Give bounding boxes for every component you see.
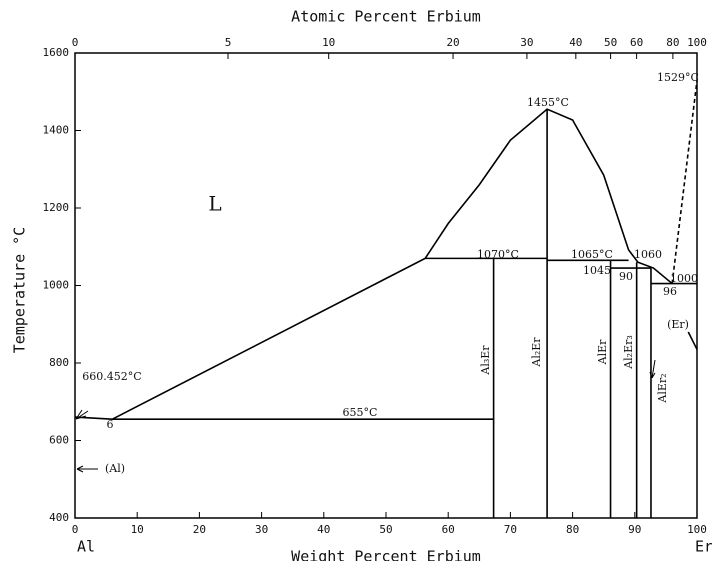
y-tick-label: 1400	[43, 124, 70, 137]
annotation: 655°C	[343, 406, 378, 419]
y-axis-title: Temperature °C	[11, 227, 29, 353]
annotation: 1065°C	[571, 248, 613, 261]
x-tick-label: 10	[131, 523, 144, 536]
x2-tick-label: 10	[322, 36, 335, 49]
x-tick-label: 30	[255, 523, 268, 536]
y-tick-label: 1600	[43, 46, 70, 59]
annotation: 6	[107, 418, 114, 431]
annotation: 1000	[670, 272, 698, 285]
x-tick-label: 70	[504, 523, 517, 536]
phase-boundary	[687, 331, 698, 350]
y-tick-label: 1200	[43, 201, 70, 214]
annotation: 96	[663, 285, 677, 298]
x2-tick-label: 80	[666, 36, 679, 49]
annotation: Er	[695, 538, 712, 556]
arrow	[76, 465, 98, 473]
x-tick-label: 40	[317, 523, 330, 536]
y-tick-label: 1000	[43, 279, 70, 292]
annotation: 1045	[583, 264, 611, 277]
y-tick-label: 400	[49, 511, 69, 524]
x2-tick-label: 30	[520, 36, 533, 49]
x-tick-label: 90	[628, 523, 641, 536]
x-tick-label: 60	[442, 523, 455, 536]
x-tick-label: 0	[72, 523, 79, 536]
x-axis-title: Weight Percent Erbium	[291, 548, 481, 561]
x2-tick-label: 20	[446, 36, 459, 49]
annotation: 90	[619, 270, 633, 283]
annotation: AlEr₂	[656, 373, 669, 403]
annotation: 1060	[634, 248, 662, 261]
x2-tick-label: 5	[225, 36, 232, 49]
plot-frame	[74, 52, 698, 519]
annotation: 1529°C	[657, 71, 699, 84]
x2-tick-label: 50	[604, 36, 617, 49]
annotation: Al₃Er	[479, 345, 492, 376]
y-tick-label: 800	[49, 356, 69, 369]
x-tick-label: 100	[687, 523, 707, 536]
y-tick-label: 600	[49, 434, 69, 447]
x-tick-label: 20	[193, 523, 206, 536]
annotation: Al₂Er	[530, 337, 543, 368]
x2-tick-label: 100	[687, 36, 707, 49]
annotation: L	[208, 192, 221, 216]
x-tick-label: 50	[379, 523, 392, 536]
x2-tick-label: 0	[72, 36, 79, 49]
annotation: Al₂Er₃	[622, 335, 635, 370]
annotation: (Er)	[667, 318, 689, 331]
phase-boundary	[671, 80, 698, 284]
x2-tick-label: 40	[569, 36, 582, 49]
x2-tick-label: 60	[630, 36, 643, 49]
annotation: 660.452°C	[82, 370, 141, 383]
annotation: 1455°C	[527, 96, 569, 109]
x2-axis-title: Atomic Percent Erbium	[291, 8, 481, 26]
annotation: Al	[77, 538, 95, 556]
annotation: (Al)	[105, 462, 125, 475]
annotation: 1070°C	[477, 248, 519, 261]
x-tick-label: 80	[566, 523, 579, 536]
annotation: AlEr	[596, 339, 609, 365]
